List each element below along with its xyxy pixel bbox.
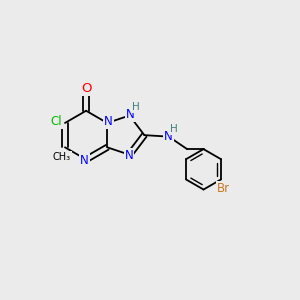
Text: N: N [104, 115, 113, 128]
Text: Br: Br [217, 182, 230, 195]
Text: N: N [80, 154, 89, 167]
Text: CH₃: CH₃ [53, 152, 71, 162]
Text: N: N [124, 149, 133, 162]
Text: O: O [81, 82, 91, 95]
Text: H: H [132, 102, 140, 112]
Text: Cl: Cl [51, 115, 62, 128]
Text: N: N [126, 108, 135, 121]
Text: N: N [164, 130, 173, 142]
Text: H: H [170, 124, 178, 134]
